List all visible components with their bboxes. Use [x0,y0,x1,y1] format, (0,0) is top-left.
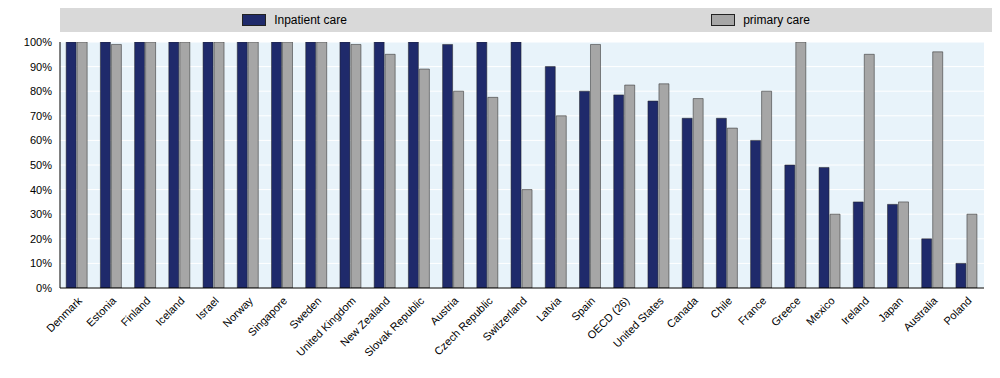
svg-text:60%: 60% [30,134,52,146]
svg-text:Israel: Israel [193,294,221,322]
svg-text:Austria: Austria [428,294,461,327]
svg-text:OECD (26): OECD (26) [584,294,632,342]
svg-text:Iceland: Iceland [153,294,187,328]
svg-text:Czech Republic: Czech Republic [432,294,495,357]
svg-text:Estonia: Estonia [84,294,119,329]
svg-text:20%: 20% [30,233,52,245]
svg-text:Poland: Poland [941,294,974,327]
svg-text:United States: United States [611,294,667,350]
svg-text:United Kingdom: United Kingdom [294,294,358,358]
svg-text:0%: 0% [36,282,52,294]
svg-text:Spain: Spain [569,294,597,322]
svg-text:40%: 40% [30,184,52,196]
svg-text:New Zealand: New Zealand [337,294,392,349]
svg-text:Latvia: Latvia [534,294,564,324]
svg-text:Greece: Greece [769,294,803,328]
svg-text:Sweden: Sweden [287,294,324,332]
svg-text:Chile: Chile [708,294,734,320]
svg-text:Canada: Canada [664,294,700,330]
svg-text:Ireland: Ireland [839,294,871,326]
svg-text:10%: 10% [30,257,52,269]
html-text:primary care: primary care [743,13,810,27]
svg-text:France: France [736,294,769,327]
svg-text:50%: 50% [30,159,52,171]
svg-text:Finland: Finland [118,294,152,328]
svg-text:Norway: Norway [220,294,256,330]
svg-text:70%: 70% [30,110,52,122]
svg-text:Switzerland: Switzerland [480,294,529,343]
html-text:Inpatient care: Inpatient care [274,13,347,27]
svg-text:Slovak Republic: Slovak Republic [362,294,427,359]
svg-text:Denmark: Denmark [44,294,84,334]
svg-text:80%: 80% [30,85,52,97]
svg-text:30%: 30% [30,208,52,220]
svg-text:Japan: Japan [876,294,906,324]
svg-text:Mexico: Mexico [804,294,837,327]
svg-text:Singapore: Singapore [245,294,289,338]
svg-text:100%: 100% [24,36,52,48]
svg-text:90%: 90% [30,61,52,73]
svg-text:Australia: Australia [901,294,940,333]
